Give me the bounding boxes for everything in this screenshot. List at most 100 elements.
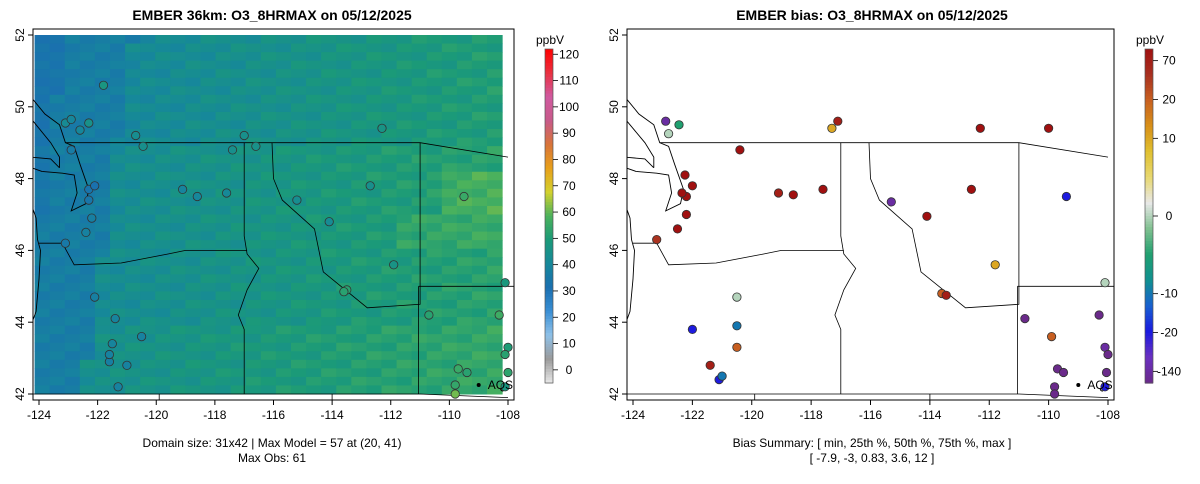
- model-grid-cell: [411, 274, 428, 284]
- model-grid-cell: [230, 291, 247, 301]
- colorbar-segment: [545, 193, 553, 198]
- model-grid-cell: [64, 77, 81, 87]
- model-grid-cell: [49, 69, 66, 79]
- model-grid-cell: [426, 334, 443, 344]
- model-grid-cell: [487, 86, 503, 96]
- model-grid-cell: [321, 351, 337, 361]
- y-tick-label: 48: [13, 172, 27, 186]
- state-border: [868, 142, 1020, 309]
- model-grid-cell: [321, 43, 337, 53]
- model-grid-cell: [366, 77, 382, 87]
- colorbar-segment: [545, 216, 553, 220]
- model-grid-cell: [426, 385, 443, 395]
- colorbar-tick-label: 20: [1162, 92, 1176, 106]
- model-grid-cell: [396, 197, 413, 207]
- model-grid-cell: [230, 69, 247, 79]
- model-grid-cell: [336, 43, 352, 53]
- model-grid-cell: [306, 231, 322, 241]
- model-grid-cell: [306, 282, 322, 292]
- model-grid-cell: [351, 154, 367, 164]
- model-grid-cell: [94, 154, 111, 164]
- model-grid-cell: [49, 35, 66, 45]
- colorbar-segment: [1145, 121, 1153, 125]
- model-grid-cell: [215, 35, 232, 45]
- model-grid-cell: [155, 94, 171, 104]
- model-grid-cell: [441, 299, 458, 310]
- model-grid-cell: [79, 325, 96, 335]
- model-grid-cell: [441, 137, 458, 147]
- model-grid-cell: [471, 325, 488, 335]
- model-grid-cell: [487, 231, 503, 241]
- model-grid-cell: [185, 86, 201, 96]
- colorbar-segment: [1145, 246, 1153, 250]
- model-grid-cell: [49, 317, 66, 327]
- model-grid-cell: [351, 325, 367, 335]
- colorbar-segment: [1145, 327, 1153, 331]
- observation-point: [1061, 191, 1072, 202]
- colorbar-segment: [1145, 213, 1153, 217]
- model-grid-cell: [49, 257, 66, 267]
- model-grid-cell: [200, 265, 217, 275]
- model-grid-cell: [290, 188, 307, 198]
- model-grid-cell: [471, 188, 488, 198]
- model-grid-cell: [49, 325, 66, 335]
- model-grid-cell: [275, 376, 292, 386]
- colorbar-segment: [545, 224, 553, 228]
- model-grid-cell: [396, 180, 413, 190]
- model-grid-cell: [170, 223, 186, 233]
- model-grid-cell: [290, 103, 307, 113]
- model-grid-cell: [275, 248, 292, 258]
- model-grid-cell: [140, 52, 156, 62]
- model-grid-cell: [245, 86, 262, 96]
- model-grid-cell: [381, 299, 398, 310]
- model-grid-cell: [426, 60, 443, 70]
- model-grid-cell: [185, 146, 201, 156]
- model-grid-cell: [396, 43, 413, 53]
- model-grid-cell: [321, 205, 337, 215]
- model-grid-cell: [275, 52, 292, 62]
- model-grid-cell: [140, 274, 156, 284]
- colorbar-segment: [1145, 132, 1153, 136]
- model-grid-cell: [290, 180, 307, 190]
- colorbar-segment: [545, 374, 553, 379]
- model-grid-cell: [140, 69, 156, 79]
- model-grid-cell: [306, 214, 322, 224]
- colorbar-segment: [1145, 60, 1153, 64]
- model-grid-cell: [215, 282, 232, 292]
- model-grid-cell: [185, 240, 201, 250]
- colorbar-segment: [545, 327, 553, 331]
- model-grid-cell: [336, 376, 352, 386]
- model-grid-cell: [441, 317, 458, 327]
- model-grid-cell: [396, 282, 413, 292]
- colorbar-segment: [545, 60, 553, 64]
- model-grid-cell: [170, 351, 186, 361]
- model-grid-cell: [351, 291, 367, 301]
- model-grid-cell: [321, 86, 337, 96]
- colorbar-segment: [545, 138, 553, 142]
- model-grid-cell: [275, 342, 292, 352]
- model-grid-cell: [200, 35, 217, 45]
- model-grid-cell: [321, 368, 337, 378]
- x-tick-label: -120: [740, 408, 764, 422]
- model-grid-cell: [125, 163, 141, 173]
- model-grid-cell: [396, 111, 413, 121]
- model-grid-cell: [34, 103, 51, 113]
- model-grid-cell: [34, 214, 51, 224]
- model-grid-cell: [260, 94, 277, 104]
- colorbar-segment: [1145, 371, 1153, 376]
- model-grid-cell: [487, 265, 503, 275]
- model-grid-cell: [125, 385, 141, 395]
- model-grid-cell: [49, 103, 66, 113]
- observation-point: [975, 123, 985, 133]
- model-grid-cell: [79, 35, 96, 45]
- model-grid-cell: [155, 265, 171, 275]
- colorbar-segment: [545, 330, 553, 334]
- model-grid-cell: [110, 188, 126, 198]
- model-grid-cell: [290, 35, 307, 45]
- model-grid-cell: [275, 94, 292, 104]
- model-grid-cell: [306, 197, 322, 207]
- model-grid-cell: [125, 205, 141, 215]
- model-grid-cell: [200, 171, 217, 181]
- model-grid-cell: [290, 351, 307, 361]
- model-grid-cell: [34, 205, 51, 215]
